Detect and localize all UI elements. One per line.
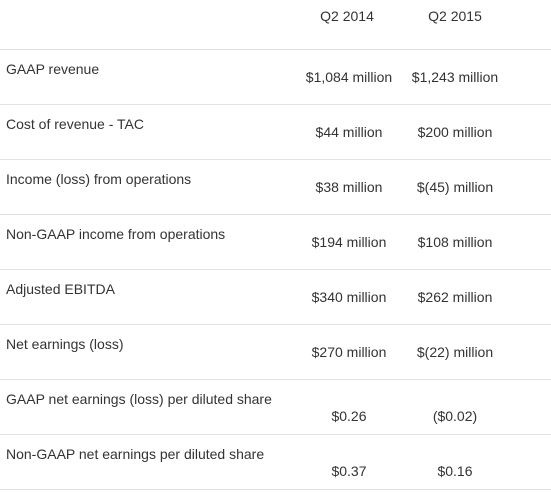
- cell-q2-2015: $0.16: [437, 463, 473, 479]
- cell-q2-2014: $44 million: [315, 124, 383, 140]
- row-label: Adjusted EBITDA: [6, 281, 115, 297]
- cell-q2-2014: $38 million: [315, 179, 383, 195]
- cell-q2-2015: $200 million: [417, 124, 493, 140]
- cell-q2-2015: ($0.02): [432, 408, 478, 424]
- cell-q2-2014: $194 million: [311, 234, 387, 250]
- cell-q2-2014: $0.37: [331, 463, 367, 479]
- cell-q2-2014: $0.26: [331, 408, 367, 424]
- table-row: Non-GAAP net earnings per diluted share …: [0, 435, 551, 490]
- column-header-q2-2015: Q2 2015: [428, 8, 482, 24]
- cell-q2-2014: $1,084 million: [305, 69, 393, 85]
- table-row: Cost of revenue - TAC $44 million $200 m…: [0, 105, 551, 160]
- table-row: GAAP net earnings (loss) per diluted sha…: [0, 380, 551, 435]
- cell-q2-2015: $(45) million: [416, 179, 494, 195]
- cell-q2-2014: $270 million: [311, 344, 387, 360]
- cell-q2-2015: $262 million: [417, 289, 493, 305]
- table-row: GAAP revenue $1,084 million $1,243 milli…: [0, 50, 551, 105]
- row-label: Cost of revenue - TAC: [6, 116, 144, 132]
- row-label: Net earnings (loss): [6, 336, 124, 352]
- cell-q2-2015: $(22) million: [416, 344, 494, 360]
- table-row: Adjusted EBITDA $340 million $262 millio…: [0, 270, 551, 325]
- table-header-row: Q2 2014 Q2 2015: [0, 0, 551, 50]
- cell-q2-2015: $108 million: [417, 234, 493, 250]
- row-label: Income (loss) from operations: [6, 171, 192, 187]
- cell-q2-2015: $1,243 million: [411, 69, 499, 85]
- table-row: Income (loss) from operations $38 millio…: [0, 160, 551, 215]
- column-header-q2-2014: Q2 2014: [320, 8, 374, 24]
- row-label: GAAP net earnings (loss) per diluted sha…: [6, 391, 272, 407]
- row-label: Non-GAAP income from operations: [6, 226, 226, 242]
- row-label: GAAP revenue: [6, 61, 100, 77]
- table-row: Non-GAAP income from operations $194 mil…: [0, 215, 551, 270]
- row-label: Non-GAAP net earnings per diluted share: [6, 446, 265, 462]
- table-row: Net earnings (loss) $270 million $(22) m…: [0, 325, 551, 380]
- cell-q2-2014: $340 million: [311, 289, 387, 305]
